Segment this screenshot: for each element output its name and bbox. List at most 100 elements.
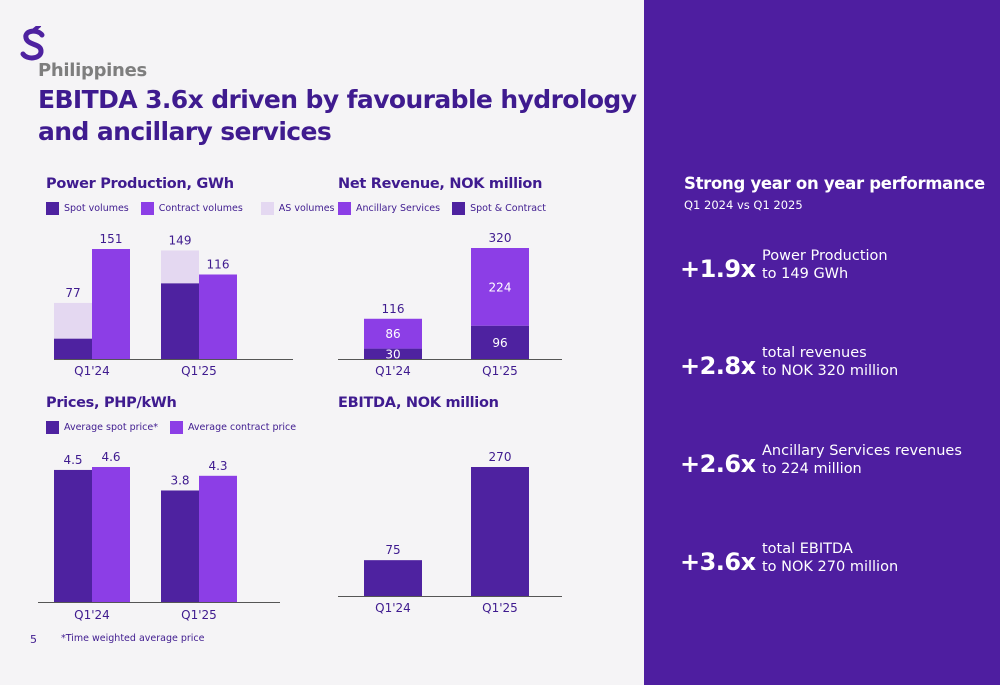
bar-segment [364, 318, 422, 349]
metric-line-1: Power Production [762, 248, 888, 264]
metric-line-1: total revenues [762, 345, 867, 361]
metric-description: Power Production to 149 GWh [762, 247, 888, 283]
chart-plot: 4.5 4.6 Q1'24 3.8 4.3 Q1'25 [38, 450, 280, 622]
legend-label: AS volumes [278, 203, 335, 214]
total-label: 75 [385, 543, 400, 557]
total-label: 270 [489, 450, 512, 464]
legend-item-contract-volumes: Contract volumes [140, 202, 243, 215]
metric-ancillary-revenues: +2.6x Ancillary Services revenues to 224… [680, 440, 980, 490]
bar-segment [54, 469, 92, 602]
bar-segment [161, 283, 199, 359]
side-panel-subtitle: Q1 2024 vs Q1 2025 [684, 198, 803, 212]
bar-segment [92, 467, 130, 602]
category-label: Q1'24 [375, 601, 411, 615]
legend-item-spot-volumes: Spot volumes [46, 202, 129, 215]
total-label: 116 [207, 257, 230, 271]
category-label: Q1'25 [181, 364, 217, 378]
total-label: 320 [489, 231, 512, 245]
net-revenue-chart: Net Revenue, NOK million Ancillary Servi… [330, 176, 590, 386]
chart-plot: 75 Q1'24 270 Q1'25 [338, 450, 562, 615]
legend-label: Spot volumes [64, 203, 129, 214]
swirl-s-logo-icon [20, 26, 45, 61]
metric-description: total EBITDA to NOK 270 million [762, 540, 898, 576]
metric-multiplier: +2.6x [680, 450, 756, 478]
legend-swatch [46, 421, 59, 434]
metric-line-2: to 149 GWh [762, 266, 849, 282]
page-title: EBITDA 3.6x driven by favourable hydrolo… [38, 85, 637, 146]
metric-multiplier: +2.8x [680, 352, 756, 380]
legend-swatch [169, 421, 183, 434]
legend-swatch [338, 202, 351, 215]
prices-chart: Prices, PHP/kWh Average spot price* Aver… [38, 395, 318, 630]
chart-legend: Ancillary Services Spot & Contract [338, 202, 546, 215]
total-label: 4.6 [101, 450, 120, 464]
chart-legend: Spot volumes Contract volumes AS volumes [46, 202, 335, 215]
metric-total-revenues: +2.8x total revenues to NOK 320 million [680, 342, 980, 392]
chart-plot: 30 86 116 Q1'24 96 224 320 Q1'25 [338, 231, 562, 378]
bar-segment [471, 325, 529, 359]
chart-legend: Average spot price* Average contract pri… [46, 421, 296, 434]
total-label: 3.8 [170, 473, 189, 487]
total-label: 4.5 [63, 453, 82, 467]
metric-description: total revenues to NOK 320 million [762, 344, 898, 380]
legend-swatch [46, 202, 59, 215]
ebitda-chart: EBITDA, NOK million 75 Q1'24 270 Q1'25 [330, 395, 590, 630]
bar-segment [92, 249, 130, 359]
chart-title: Prices, PHP/kWh [46, 395, 177, 411]
bar-segment [364, 348, 422, 359]
side-panel-title: Strong year on year performance [684, 174, 985, 193]
chart-title: Net Revenue, NOK million [338, 176, 543, 192]
data-label: 96 [492, 336, 507, 350]
legend-label: Spot & Contract [470, 203, 547, 214]
legend-item-as-volumes: AS volumes [260, 202, 335, 215]
metric-line-2: to 224 million [762, 461, 862, 477]
legend-item-spot-contract: Spot & Contract [452, 202, 546, 215]
metric-line-2: to NOK 270 million [762, 559, 899, 575]
metric-total-ebitda: +3.6x total EBITDA to NOK 270 million [680, 538, 980, 588]
region-label: Philippines [38, 60, 147, 81]
legend-item-average-contract-price: Average contract price [169, 421, 296, 434]
legend-label: Ancillary Services [356, 203, 441, 214]
total-label: 4.3 [208, 459, 227, 473]
metric-line-1: Ancillary Services revenues [762, 443, 962, 459]
category-label: Q1'25 [482, 364, 518, 378]
data-label: 224 [489, 280, 512, 294]
metric-multiplier: +1.9x [680, 255, 756, 283]
bar-segment [161, 490, 199, 602]
bar-segment [364, 560, 422, 596]
category-label: Q1'25 [482, 601, 518, 615]
total-label: 77 [65, 286, 80, 300]
metric-description: Ancillary Services revenues to 224 milli… [762, 442, 962, 478]
legend-swatch [260, 202, 274, 215]
bar-segment [199, 475, 237, 602]
power-production-chart: Power Production, GWh Spot volumes Contr… [38, 176, 335, 386]
bar-segment [54, 338, 92, 359]
total-label: 149 [169, 233, 192, 247]
category-label: Q1'24 [375, 364, 411, 378]
bar-segment [161, 250, 199, 284]
legend-item-average-spot-price: Average spot price* [46, 421, 158, 434]
legend-swatch [140, 202, 154, 215]
total-label: 151 [100, 232, 123, 246]
legend-label: Contract volumes [158, 203, 243, 214]
legend-swatch [452, 202, 466, 215]
metric-line-1: total EBITDA [762, 541, 853, 557]
category-label: Q1'24 [74, 608, 110, 622]
footnote: *Time weighted average price [61, 633, 205, 644]
metric-line-2: to NOK 320 million [762, 363, 899, 379]
data-label: 30 [385, 347, 400, 361]
chart-title: Power Production, GWh [46, 176, 234, 192]
legend-label: Average spot price* [64, 422, 158, 433]
page-number: 5 [30, 633, 37, 646]
total-label: 116 [382, 302, 405, 316]
bar-segment [54, 302, 92, 339]
bar-segment [471, 248, 529, 326]
metric-multiplier: +3.6x [680, 548, 756, 576]
category-label: Q1'25 [181, 608, 217, 622]
chart-title: EBITDA, NOK million [338, 395, 499, 411]
bar-segment [199, 274, 237, 359]
chart-plot: 77 151 Q1'24 149 116 Q1'25 [54, 232, 293, 378]
data-label: 86 [385, 327, 400, 341]
slide-content: Philippines EBITDA 3.6x driven by favour… [20, 26, 638, 646]
metric-power-production: +1.9x Power Production to 149 GWh [680, 245, 980, 295]
